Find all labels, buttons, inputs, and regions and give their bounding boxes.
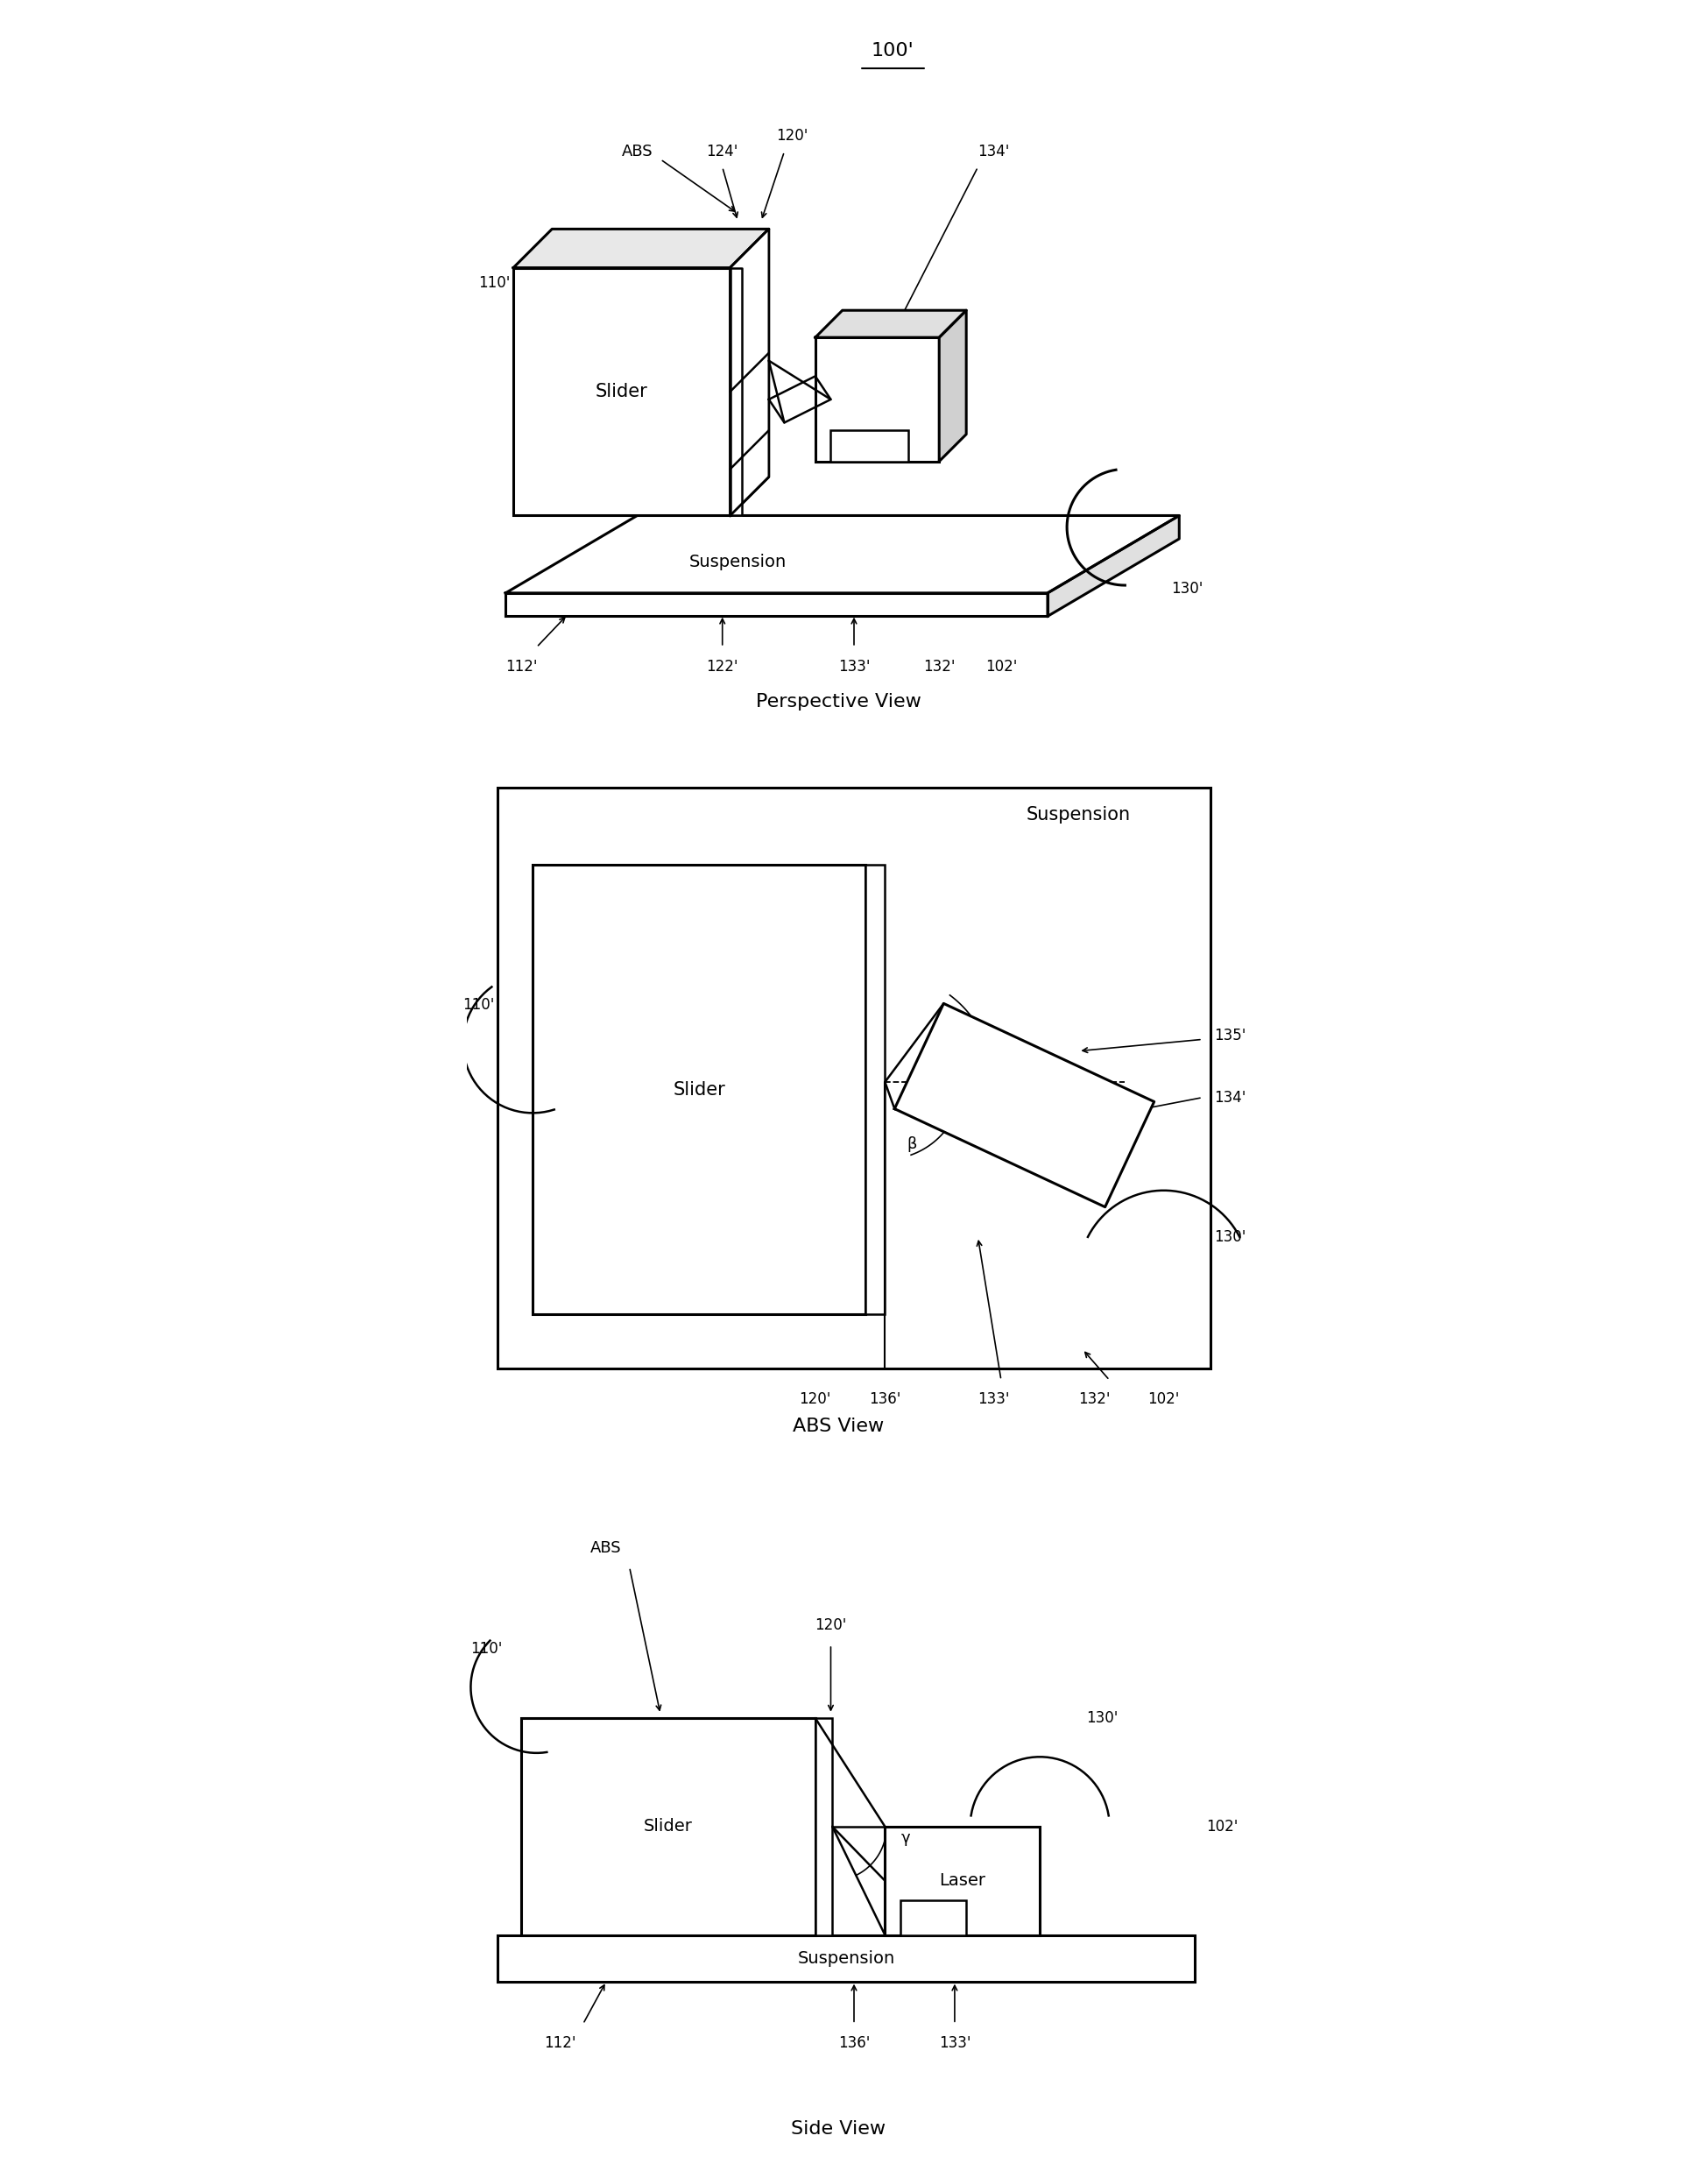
Text: 110': 110' bbox=[470, 1640, 502, 1655]
Text: Laser: Laser bbox=[854, 392, 900, 407]
Text: 102': 102' bbox=[1148, 1391, 1180, 1407]
Text: 124': 124' bbox=[707, 143, 738, 160]
Polygon shape bbox=[506, 593, 1047, 617]
Text: 110': 110' bbox=[463, 998, 494, 1013]
Text: 130': 130' bbox=[1172, 582, 1204, 597]
Text: 110': 110' bbox=[478, 275, 511, 292]
FancyBboxPatch shape bbox=[533, 866, 866, 1314]
Text: Slider: Slider bbox=[596, 383, 647, 400]
Polygon shape bbox=[729, 229, 769, 515]
Text: 133': 133' bbox=[939, 2036, 970, 2051]
Polygon shape bbox=[1047, 515, 1179, 617]
Text: α: α bbox=[980, 1080, 991, 1097]
Text: 136': 136' bbox=[839, 2036, 869, 2051]
FancyBboxPatch shape bbox=[866, 866, 885, 1314]
Text: β: β bbox=[907, 1136, 917, 1151]
Text: 133': 133' bbox=[839, 658, 869, 675]
Text: 120': 120' bbox=[815, 1617, 847, 1634]
FancyBboxPatch shape bbox=[497, 788, 1211, 1368]
Text: Laser: Laser bbox=[939, 1872, 986, 1889]
Text: Perspective View: Perspective View bbox=[757, 692, 921, 710]
Text: Suspension: Suspension bbox=[1027, 805, 1131, 824]
Text: Side View: Side View bbox=[791, 2121, 886, 2138]
Text: 130': 130' bbox=[1086, 1710, 1117, 1727]
FancyBboxPatch shape bbox=[521, 1718, 815, 1935]
Polygon shape bbox=[939, 309, 967, 461]
Text: Slider: Slider bbox=[644, 1818, 693, 1835]
Text: Laser: Laser bbox=[1009, 1088, 1056, 1106]
Text: Slider: Slider bbox=[673, 1082, 726, 1099]
Polygon shape bbox=[514, 229, 769, 268]
FancyBboxPatch shape bbox=[900, 1900, 967, 1935]
Text: 112': 112' bbox=[506, 658, 536, 675]
Text: ABS: ABS bbox=[591, 1541, 622, 1556]
FancyBboxPatch shape bbox=[497, 1935, 1194, 1982]
Polygon shape bbox=[895, 1004, 1155, 1208]
Text: 122': 122' bbox=[707, 658, 738, 675]
Text: 134': 134' bbox=[977, 143, 1009, 160]
Text: 136': 136' bbox=[869, 1391, 900, 1407]
Polygon shape bbox=[815, 309, 967, 338]
Text: 102': 102' bbox=[1206, 1818, 1238, 1835]
Text: 100': 100' bbox=[871, 41, 914, 61]
FancyBboxPatch shape bbox=[885, 1826, 1040, 1935]
Text: Suspension: Suspension bbox=[688, 554, 787, 571]
Text: 134': 134' bbox=[1214, 1091, 1245, 1106]
FancyBboxPatch shape bbox=[830, 431, 909, 461]
Text: 132': 132' bbox=[924, 658, 955, 675]
Text: 130': 130' bbox=[1214, 1229, 1245, 1244]
Text: γ: γ bbox=[902, 1831, 910, 1846]
Polygon shape bbox=[506, 515, 1179, 593]
Text: 120': 120' bbox=[799, 1391, 832, 1407]
FancyBboxPatch shape bbox=[514, 268, 729, 515]
Polygon shape bbox=[729, 268, 741, 515]
Text: 112': 112' bbox=[543, 2036, 576, 2051]
Text: 133': 133' bbox=[977, 1391, 1009, 1407]
Text: 102': 102' bbox=[986, 658, 1016, 675]
Polygon shape bbox=[729, 229, 769, 515]
Text: ABS: ABS bbox=[622, 143, 652, 160]
Text: ABS View: ABS View bbox=[793, 1417, 885, 1435]
Text: 120': 120' bbox=[775, 128, 808, 145]
Text: Suspension: Suspension bbox=[798, 1950, 895, 1967]
FancyBboxPatch shape bbox=[815, 1718, 832, 1935]
Text: 132': 132' bbox=[1078, 1391, 1110, 1407]
Polygon shape bbox=[769, 377, 830, 422]
Text: 135': 135' bbox=[1214, 1028, 1245, 1043]
FancyBboxPatch shape bbox=[815, 338, 939, 461]
